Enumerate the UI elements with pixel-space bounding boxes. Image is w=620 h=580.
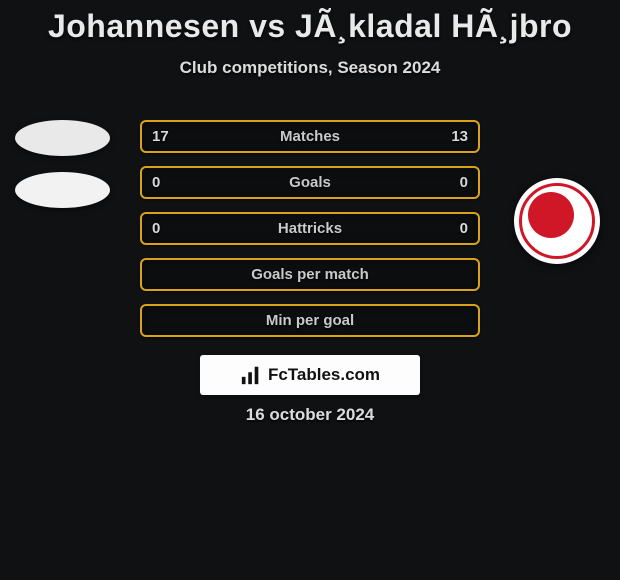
team-right-logo: [519, 183, 595, 259]
stat-value-right: 0: [460, 214, 468, 243]
team-right-badge: [514, 178, 600, 264]
bar-chart-icon: [240, 364, 262, 386]
stat-value-left: 0: [152, 214, 160, 243]
stat-value-right: 13: [451, 122, 468, 151]
team-left-badge: [15, 172, 110, 208]
stat-bar: 17 Matches 13: [140, 120, 480, 153]
stat-bar: Goals per match: [140, 258, 480, 291]
stat-bar: 0 Goals 0: [140, 166, 480, 199]
stat-label: Matches: [280, 128, 340, 145]
stat-label: Goals: [289, 174, 331, 191]
stat-bar: 0 Hattricks 0: [140, 212, 480, 245]
player-left-avatar: [15, 120, 110, 156]
stat-label: Min per goal: [266, 312, 354, 329]
subtitle: Club competitions, Season 2024: [0, 58, 620, 78]
stat-value-left: 0: [152, 168, 160, 197]
footer-date: 16 october 2024: [0, 405, 620, 425]
brand-text: FcTables.com: [268, 365, 380, 385]
brand-plate: FcTables.com: [200, 355, 420, 395]
comparison-card: Johannesen vs JÃ¸kladal HÃ¸jbro Club com…: [0, 0, 620, 580]
stat-label: Goals per match: [251, 266, 369, 283]
stat-label: Hattricks: [278, 220, 342, 237]
stat-bars: 17 Matches 13 0 Goals 0 0 Hattricks 0 Goals per m…: [140, 120, 480, 350]
stat-value-right: 0: [460, 168, 468, 197]
page-title: Johannesen vs JÃ¸kladal HÃ¸jbro: [0, 8, 620, 45]
stat-value-left: 17: [152, 122, 169, 151]
stat-bar: Min per goal: [140, 304, 480, 337]
